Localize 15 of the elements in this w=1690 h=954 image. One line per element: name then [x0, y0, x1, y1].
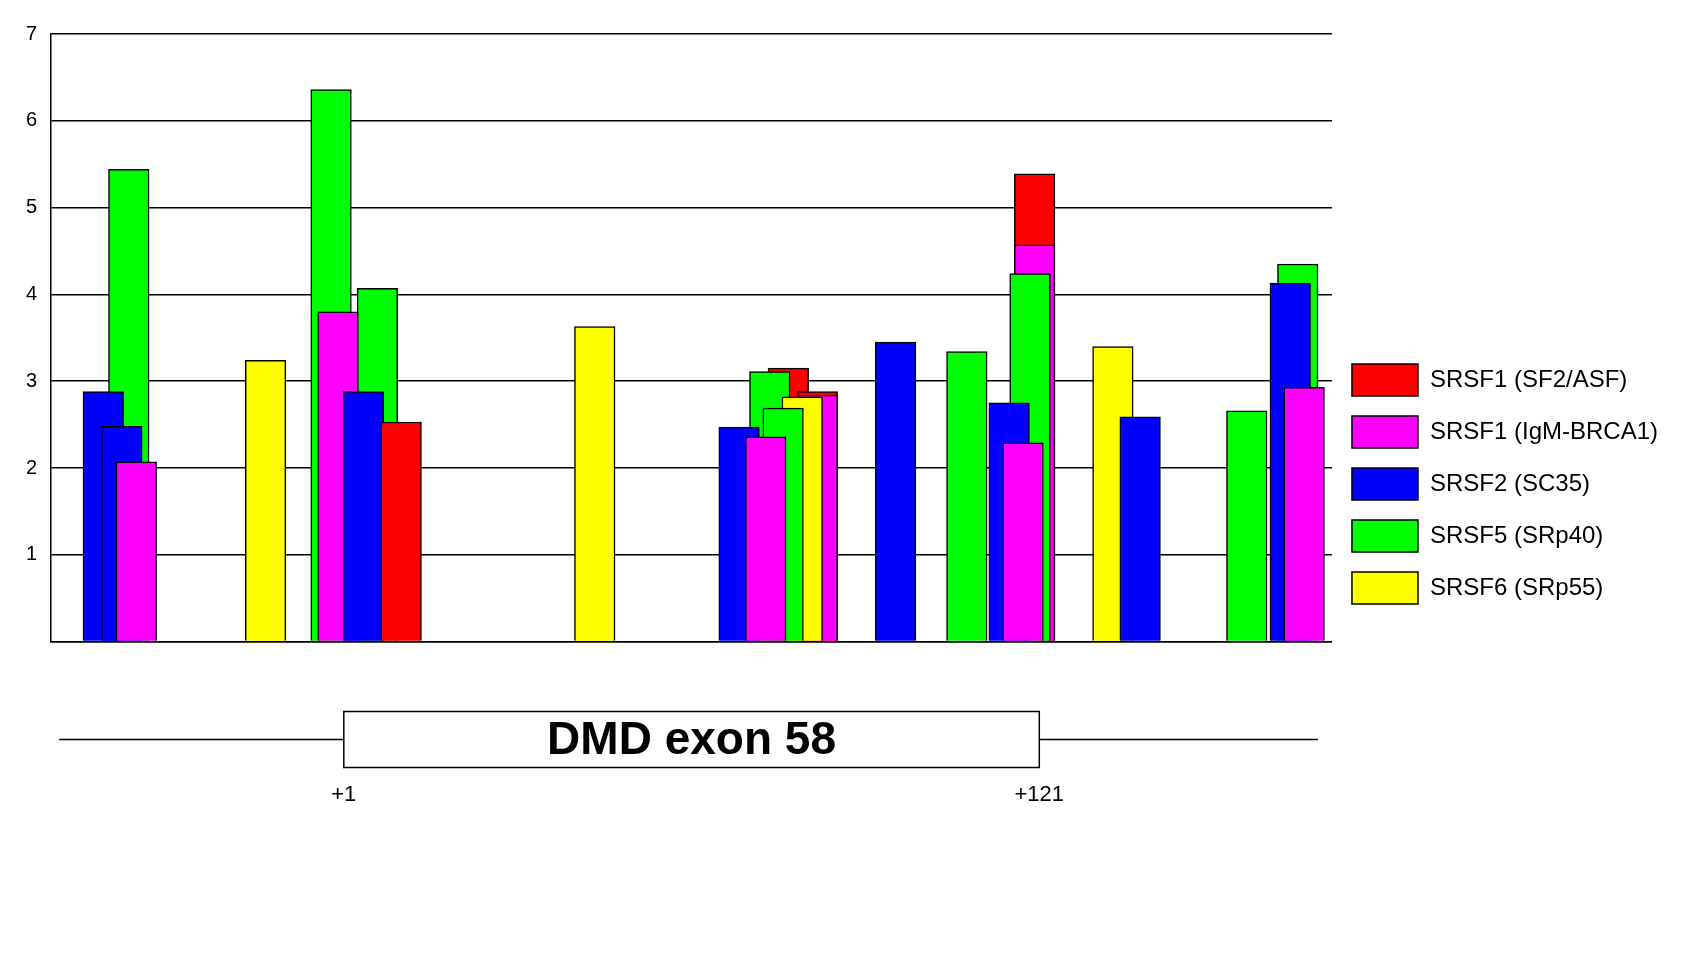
- y-tick-label: 4: [26, 281, 38, 304]
- legend-label: SRSF1 (SF2/ASF): [1429, 364, 1628, 392]
- y-tick-label: 5: [26, 195, 38, 218]
- y-tick-label: 7: [26, 21, 38, 44]
- legend-label: SRSF1 (IgM-BRCA1): [1429, 416, 1659, 444]
- legend-label: SRSF2 (SC35): [1429, 468, 1591, 496]
- y-tick-label: 6: [26, 108, 38, 131]
- y-tick-label: 1: [26, 542, 38, 565]
- legend-label: SRSF5 (SRp40): [1429, 520, 1604, 548]
- legend-label: SRSF6 (SRp55): [1429, 572, 1604, 600]
- x-tick-label: +1: [331, 780, 357, 806]
- y-tick-label: 2: [26, 455, 38, 478]
- y-tick-label: 3: [26, 368, 38, 391]
- text: DMD exon 58: [547, 712, 836, 765]
- x-tick-label: +121: [1014, 780, 1065, 806]
